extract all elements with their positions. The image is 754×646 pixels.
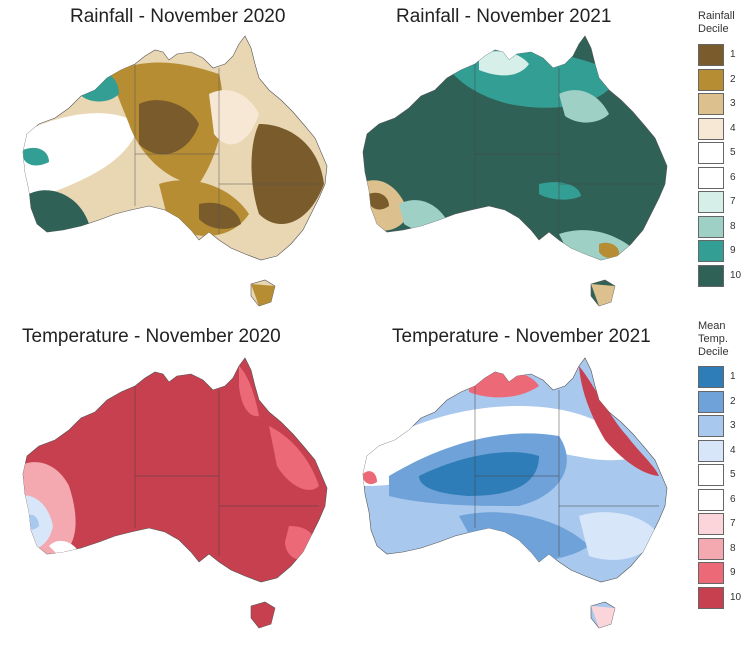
legend-label-9: 9	[730, 567, 736, 578]
legend-label-6: 6	[730, 171, 736, 183]
legend-swatch-5	[698, 464, 724, 486]
legend-swatch-10	[698, 264, 724, 287]
panel-title: Temperature - November 2021	[392, 326, 651, 347]
legend-swatch-8	[698, 537, 724, 560]
legend-swatch-7	[698, 513, 724, 535]
legend-label-10: 10	[730, 269, 742, 281]
temperature-2020-map	[22, 357, 328, 629]
legend-swatch-2	[698, 390, 724, 413]
legend-label-4: 4	[730, 444, 736, 456]
legend-swatch-1	[698, 44, 724, 66]
legend-label-4: 4	[730, 122, 736, 134]
legend-title-line: Decile	[698, 23, 729, 35]
legend-label-6: 6	[730, 493, 736, 505]
legend-swatch-5	[698, 142, 724, 164]
legend-label-3: 3	[730, 98, 736, 109]
legend-label-1: 1	[730, 371, 736, 382]
legend-swatch-9	[698, 240, 724, 262]
rainfall-decile-legend: Rainfall Decile 1 2 3 4 5 6 7 8 9 10	[690, 10, 754, 310]
rainfall-2021-map	[362, 35, 668, 307]
legend-label-7: 7	[730, 518, 736, 529]
legend-swatch-10	[698, 586, 724, 609]
legend-label-3: 3	[730, 420, 736, 431]
legend-swatch-1	[698, 366, 724, 388]
legend-label-10: 10	[730, 591, 742, 603]
panel-title: Rainfall - November 2020	[70, 6, 286, 27]
legend-swatch-4	[698, 439, 724, 462]
legend-title-line: Mean	[698, 320, 726, 332]
panel-title: Rainfall - November 2021	[396, 6, 612, 27]
temperature-decile-legend: Mean Temp. Decile 1 2 3 4 5 6 7 8 9 10	[690, 320, 754, 640]
rainfall-2020-panel: Rainfall - November 2020	[0, 0, 340, 310]
legend-label-7: 7	[730, 196, 736, 207]
legend-title: Mean Temp. Decile	[698, 320, 729, 359]
rainfall-2021-panel: Rainfall - November 2021	[340, 0, 680, 310]
legend-label-1: 1	[730, 49, 736, 60]
temperature-2021-map	[362, 357, 668, 629]
legend-swatch-3	[698, 415, 724, 437]
legend-swatch-4	[698, 117, 724, 140]
panel-title: Temperature - November 2020	[22, 326, 281, 347]
legend-swatch-2	[698, 68, 724, 91]
temperature-2021-panel: Temperature - November 2021	[340, 320, 680, 640]
legend-label-2: 2	[730, 395, 736, 407]
legend-title-line: Temp.	[698, 333, 728, 345]
legend-label-5: 5	[730, 469, 736, 480]
legend-swatch-3	[698, 93, 724, 115]
legend-title: Rainfall Decile	[698, 10, 735, 36]
legend-title-line: Rainfall	[698, 10, 735, 22]
legend-swatch-8	[698, 215, 724, 238]
legend-swatch-7	[698, 191, 724, 213]
legend-label-5: 5	[730, 147, 736, 158]
temperature-2020-panel: Temperature - November 2020	[0, 320, 340, 640]
legend-label-2: 2	[730, 73, 736, 85]
legend-title-line: Decile	[698, 346, 729, 358]
legend-label-8: 8	[730, 220, 736, 232]
legend-swatch-6	[698, 488, 724, 511]
legend-label-8: 8	[730, 542, 736, 554]
legend-label-9: 9	[730, 245, 736, 256]
legend-swatch-6	[698, 166, 724, 189]
legend-swatch-9	[698, 562, 724, 584]
rainfall-2020-map	[22, 35, 328, 307]
